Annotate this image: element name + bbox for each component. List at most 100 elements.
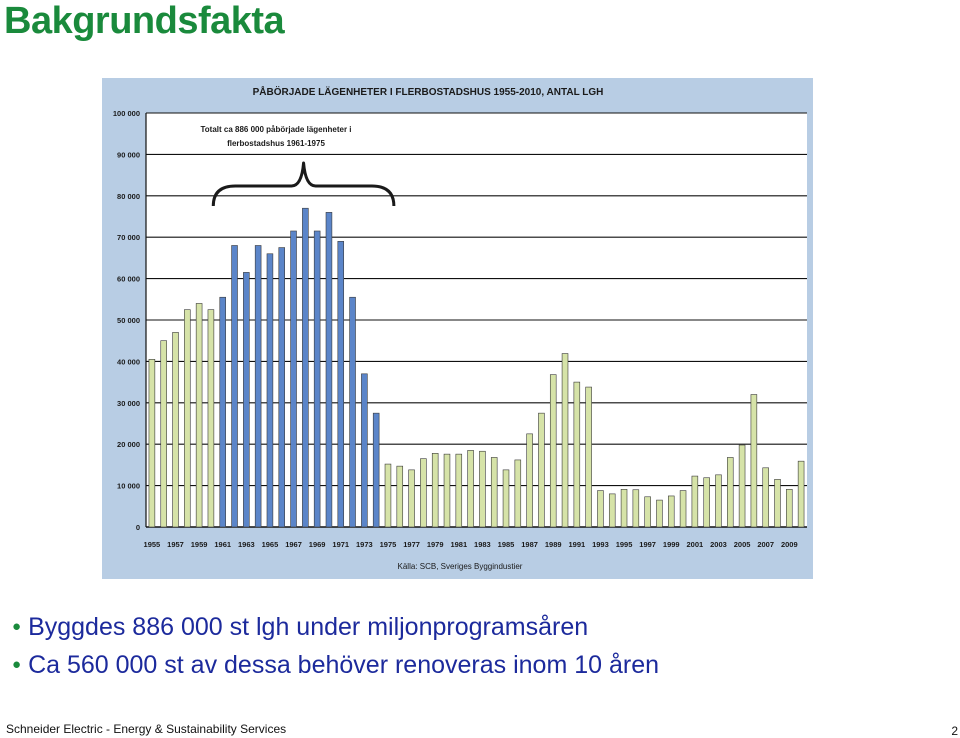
bar-1980 [443,453,451,528]
x-tick-label: 1973 [356,540,373,549]
bar-1972 [349,296,356,528]
x-tick-label: 2001 [687,540,704,549]
bullet-text: Ca 560 000 st av dessa behöver renoveras… [28,651,660,679]
bar-1984 [490,457,498,528]
bar-1978 [420,458,427,528]
bar-1963 [243,272,250,528]
y-tick-label: 100 000 [113,109,140,118]
bar-1955 [148,359,156,528]
bars [148,207,805,528]
x-tick-label: 2003 [710,540,727,549]
x-tick-label: 1963 [238,540,255,549]
x-tick-label: 1975 [380,540,397,549]
bar-1969 [313,230,321,528]
y-tick-label: 20 000 [117,440,140,449]
chart-source: Källa: SCB, Sveriges Byggindustier [398,562,523,571]
bar-1990 [561,353,569,528]
x-tick-label: 1993 [592,540,609,549]
annotation-text-line-1: Totalt ca 886 000 påbörjade lägenheter i [200,125,351,134]
bar-2007 [762,467,769,528]
bar-1961 [219,296,226,528]
bar-2000 [679,490,687,528]
y-tick-label: 90 000 [117,150,140,159]
bar-2005 [738,444,746,528]
annotation: Totalt ca 886 000 påbörjade lägenheter i… [200,125,396,207]
bar-1982 [467,450,474,528]
y-tick-label: 40 000 [117,357,140,366]
chart-canvas: PÅBÖRJADE LÄGENHETER I FLERBOSTADSHUS 19… [102,78,813,579]
bar-1981 [455,453,463,528]
bar-1971 [337,241,345,528]
bar-1957 [172,332,179,528]
x-tick-label: 1995 [616,540,633,549]
bar-1993 [597,490,604,528]
bar-1958 [184,309,191,528]
y-tick-label: 80 000 [117,192,140,201]
x-tick-label: 2007 [757,540,774,549]
annotation-brace [211,161,396,207]
bar-1959 [195,303,203,528]
footer-text: Schneider Electric - Energy & Sustainabi… [6,722,287,736]
bar-2008 [774,479,781,528]
annotation-text-line-2: flerbostadshus 1961-1975 [227,139,325,148]
bullet-dot-icon: ● [12,618,22,635]
slide-title: Bakgrundsfakta [4,0,285,42]
bar-1973 [361,373,368,528]
bullet-text: Byggdes 886 000 st lgh under miljonprogr… [28,613,589,641]
x-tick-label: 1991 [568,540,585,549]
bar-1979 [431,453,439,528]
bar-2001 [691,475,699,528]
y-tick-label: 60 000 [117,275,140,284]
x-tick-label: 1999 [663,540,680,549]
y-tick-label: 50 000 [117,316,140,325]
bar-1983 [479,450,486,528]
bar-chart: PÅBÖRJADE LÄGENHETER I FLERBOSTADSHUS 19… [102,78,813,579]
bar-1998 [656,499,663,528]
x-axis-tick-labels: 1955 1957 1959 1961 1963 1965 1967 1969 1971 1973… [144,540,798,549]
page-number: 2 [951,724,958,738]
chart-title: PÅBÖRJADE LÄGENHETER I FLERBOSTADSHUS 19… [253,85,604,98]
bar-2009 [786,489,793,528]
bar-1997 [644,496,651,528]
bar-1989 [549,374,557,528]
bar-1960 [207,309,215,528]
x-tick-label: 1961 [214,540,231,549]
bar-2002 [703,477,710,528]
x-tick-label: 1977 [403,540,420,549]
y-tick-label: 10 000 [117,482,140,491]
bar-2004 [727,457,734,528]
bar-1994 [608,493,616,528]
y-axis-tick-labels: 0 10 000 20 000 30 000 40 000 50 000 60 000 70 … [113,109,140,532]
bar-2010 [797,460,805,528]
bar-1964 [254,245,262,528]
x-tick-label: 2009 [781,540,798,549]
x-tick-label: 1965 [262,540,279,549]
bar-1985 [502,469,510,528]
bar-1962 [231,245,238,528]
bar-1987 [526,433,533,528]
bar-1967 [290,230,297,528]
y-tick-label: 0 [136,523,140,532]
bullet-item: ● Ca 560 000 st av dessa behöver renovera… [12,646,659,684]
y-tick-label: 30 000 [117,399,140,408]
bar-1975 [384,463,392,528]
bar-1970 [325,212,333,528]
x-tick-label: 1969 [309,540,326,549]
bar-1986 [514,459,522,528]
x-tick-label: 1979 [427,540,444,549]
bar-1992 [585,386,592,528]
x-tick-label: 1957 [167,540,184,549]
x-tick-label: 1985 [498,540,515,549]
bar-1974 [372,412,380,528]
bar-1966 [278,247,285,528]
bullet-dot-icon: ● [12,656,22,673]
bar-1995 [620,489,628,528]
bar-1965 [266,253,274,528]
bar-1968 [302,207,309,528]
x-tick-label: 1981 [450,540,467,549]
bar-1956 [160,340,167,528]
y-tick-label: 70 000 [117,233,140,242]
bar-1999 [668,495,675,528]
bar-1988 [538,412,545,528]
x-tick-label: 1959 [191,540,208,549]
